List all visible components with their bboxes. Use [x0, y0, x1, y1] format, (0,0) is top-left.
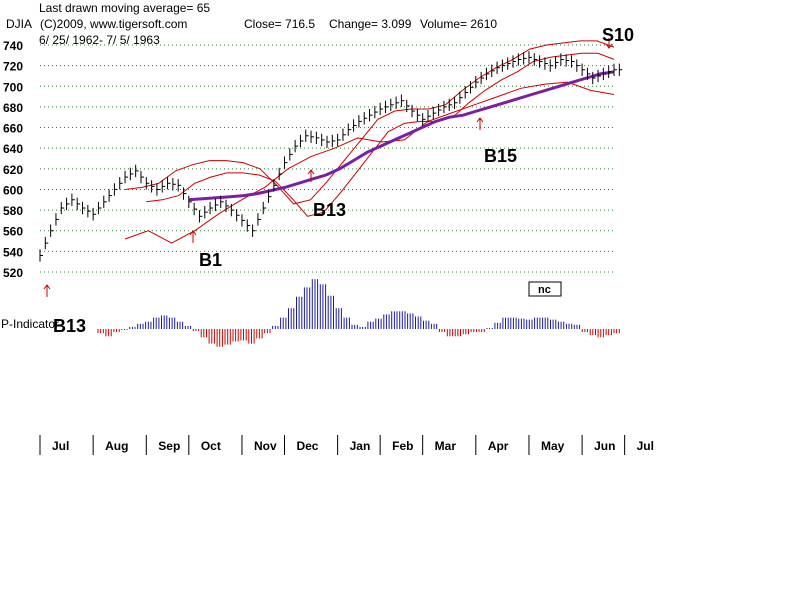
- signal-label: S10: [602, 25, 634, 45]
- header-date-range: 6/ 25/ 1962- 7/ 5/ 1963: [39, 33, 160, 47]
- signal-label: B13: [53, 316, 86, 336]
- signal-arrowhead: [43, 284, 51, 290]
- signal-arrowhead: [605, 43, 613, 49]
- month-label: Jul: [637, 439, 654, 453]
- month-label: Sep: [158, 439, 180, 453]
- signal-label: B15: [484, 146, 517, 166]
- month-label: Apr: [488, 439, 509, 453]
- y-tick-label: 580: [3, 204, 23, 218]
- moving-average: [188, 70, 615, 202]
- y-tick-label: 600: [3, 183, 23, 197]
- y-tick-label: 640: [3, 142, 23, 156]
- signal-annotations: B1 B13 B15 S10 B13: [43, 25, 634, 336]
- moving-average-line: [188, 70, 615, 202]
- y-tick-label: 740: [3, 39, 23, 53]
- signal-arrowhead: [189, 230, 197, 236]
- month-label: May: [541, 439, 565, 453]
- month-label: Jan: [350, 439, 371, 453]
- month-label: Aug: [105, 439, 128, 453]
- signal-label: B13: [313, 200, 346, 220]
- y-axis-ticks: 520 540 560 580 600 620 640 660 680 700 720 740: [3, 39, 23, 280]
- price-bars: [39, 51, 623, 262]
- y-tick-label: 560: [3, 225, 23, 239]
- p-indicator-histogram: [97, 279, 620, 347]
- y-tick-label: 680: [3, 101, 23, 115]
- nc-badge: nc: [538, 284, 551, 296]
- signal-label: B1: [199, 250, 222, 270]
- header-close: Close= 716.5: [244, 17, 315, 31]
- month-label: Feb: [392, 439, 413, 453]
- month-label: Dec: [296, 439, 318, 453]
- month-label: Jun: [594, 439, 615, 453]
- header-change: Change= 3.099: [329, 17, 412, 31]
- month-label: Mar: [435, 439, 457, 453]
- header-copyright: (C)2009, www.tigersoft.com: [40, 17, 187, 31]
- p-indicator-label: P-Indicator: [1, 317, 59, 331]
- y-tick-label: 520: [3, 266, 23, 280]
- month-label: Jul: [52, 439, 69, 453]
- y-tick-label: 720: [3, 60, 23, 74]
- nc-badge-box: [528, 281, 562, 297]
- y-tick-label: 620: [3, 163, 23, 177]
- month-label: Nov: [254, 439, 277, 453]
- upper-band-line: [124, 40, 615, 205]
- header-volume: Volume= 2610: [420, 17, 497, 31]
- y-tick-label: 660: [3, 122, 23, 136]
- y-tick-label: 540: [3, 245, 23, 259]
- header-symbol: DJIA: [6, 17, 32, 31]
- bollinger-bands: [124, 40, 615, 244]
- month-label: Oct: [201, 439, 221, 453]
- signal-arrowhead: [307, 169, 315, 175]
- y-tick-label: 700: [3, 80, 23, 94]
- signal-arrowhead: [476, 117, 484, 123]
- lower-band-line: [124, 81, 615, 244]
- month-axis: Jul Aug Sep Oct Nov Dec Jan Feb Mar Apr May Jun Jul: [39, 435, 654, 455]
- inner-upper-band-line: [146, 52, 615, 217]
- header-ma-label: Last drawn moving average= 65: [39, 1, 210, 15]
- gridlines: [40, 44, 614, 273]
